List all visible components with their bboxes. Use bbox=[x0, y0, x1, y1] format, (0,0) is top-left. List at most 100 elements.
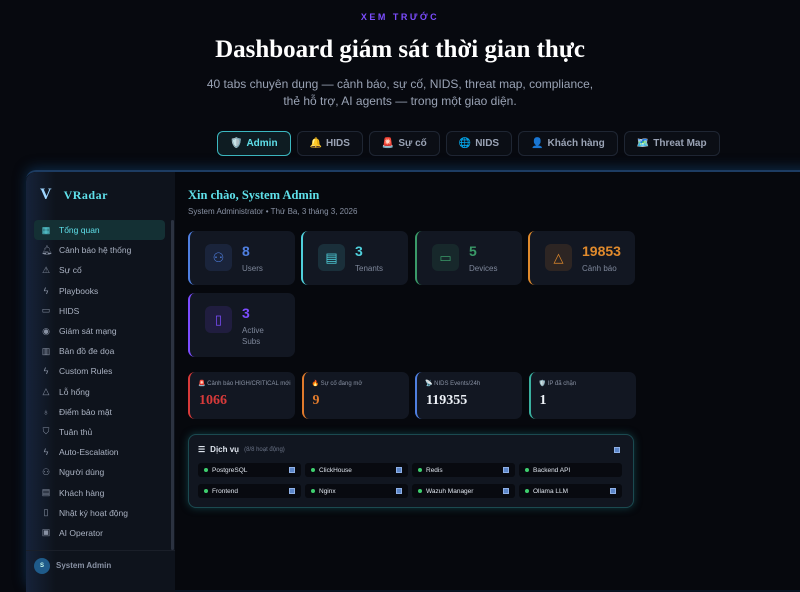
restart-icon[interactable] bbox=[396, 467, 402, 473]
sidebar-item[interactable]: ▯ Nhật ký hoạt động bbox=[34, 503, 165, 523]
sidebar-item-label: Khách hàng bbox=[59, 487, 105, 498]
stat-card: ⚇ 8 Users bbox=[188, 231, 295, 285]
status-dot bbox=[204, 468, 208, 472]
service-name: Redis bbox=[426, 466, 443, 474]
tab-icon: 👤 bbox=[531, 138, 544, 149]
alert-card: 🔥 Sự cố đang mở 9 bbox=[301, 372, 409, 419]
sidebar-item[interactable]: ♁ Điểm bảo mật bbox=[34, 402, 165, 422]
service-item[interactable]: Frontend bbox=[198, 484, 301, 498]
sidebar-item[interactable]: ▣ AI Operator bbox=[34, 523, 165, 543]
building-icon: ▤ bbox=[318, 244, 345, 271]
tab-threat-map[interactable]: 🗺️ Threat Map bbox=[623, 131, 720, 156]
sidebar-item-label: Bản đồ đe dọa bbox=[59, 346, 115, 357]
sidebar-item[interactable]: ⚇ Người dùng bbox=[34, 462, 165, 482]
service-item[interactable]: Backend API bbox=[519, 463, 622, 477]
service-item[interactable]: PostgreSQL bbox=[198, 463, 301, 477]
service-name: Wazuh Manager bbox=[426, 487, 474, 495]
scroll-icon: ▯ bbox=[205, 306, 232, 333]
refresh-icon[interactable] bbox=[614, 447, 620, 453]
alert-card: 🚨 Cảnh báo HIGH/CRITICAL mới 1066 bbox=[188, 372, 295, 419]
stat-value: 8 bbox=[242, 243, 250, 259]
users-icon: ⚇ bbox=[205, 244, 232, 271]
stat-card: ▯ 3 Active Subs bbox=[188, 293, 295, 357]
user-name: System Admin bbox=[56, 561, 112, 570]
status-dot bbox=[525, 468, 529, 472]
alert-card: 📡 NIDS Events/24h 119355 bbox=[415, 372, 522, 419]
preview-tabs: 🛡️ Admin 🔔 HIDS 🚨 Sự cố 🌐 NIDS 👤 Khách hàng 🗺️ Thre… bbox=[217, 131, 720, 156]
sidebar-item[interactable]: ▦ Tổng quan bbox=[34, 220, 165, 241]
restart-icon[interactable] bbox=[610, 488, 616, 494]
status-dot bbox=[418, 489, 422, 493]
tab-sự-cố[interactable]: 🚨 Sự cố bbox=[368, 131, 440, 156]
service-item[interactable]: Wazuh Manager bbox=[412, 484, 515, 498]
service-item[interactable]: Redis bbox=[412, 463, 515, 477]
greeting: Xin chào, System Admin bbox=[188, 188, 320, 202]
alert-label: 🛡️ IP đã chặn bbox=[539, 380, 577, 387]
status-dot bbox=[525, 489, 529, 493]
service-name: Frontend bbox=[212, 487, 239, 495]
stat-card: ▭ 5 Devices bbox=[415, 231, 522, 285]
sidebar-item[interactable]: ϟ Custom Rules bbox=[34, 361, 165, 381]
avatar: S bbox=[34, 557, 50, 574]
tab-icon: 🗺️ bbox=[636, 138, 650, 149]
status-dot bbox=[311, 468, 315, 472]
bell-icon: △ bbox=[545, 244, 572, 271]
sidebar-item-label: HIDS bbox=[59, 305, 80, 316]
stat-value: 19853 bbox=[582, 243, 621, 259]
restart-icon[interactable] bbox=[289, 488, 295, 494]
sidebar-item[interactable]: ▥ Bản đồ đe dọa bbox=[34, 341, 165, 361]
services-title: Dịch vụ bbox=[210, 445, 240, 454]
stat-label: Tenants bbox=[355, 264, 384, 273]
server-icon: ☰ bbox=[198, 445, 206, 454]
tab-khách-hàng[interactable]: 👤 Khách hàng bbox=[518, 131, 618, 156]
zap-icon: ϟ bbox=[43, 285, 49, 296]
stat-card: △ 19853 Cảnh báo bbox=[528, 231, 635, 285]
sidebar-item[interactable]: ▭ HIDS bbox=[34, 301, 165, 321]
sidebar-scrollbar[interactable] bbox=[171, 220, 174, 550]
tab-icon: 🛡️ bbox=[230, 138, 243, 149]
alert-icon: 📡 bbox=[425, 381, 433, 387]
stat-value: 5 bbox=[469, 243, 477, 259]
stat-label: Active Subs bbox=[242, 326, 264, 346]
alert-value: 9 bbox=[312, 393, 320, 408]
alert-label: 🚨 Cảnh báo HIGH/CRITICAL mới bbox=[198, 380, 291, 387]
sidebar-item[interactable]: △ Lỗ hổng bbox=[34, 382, 165, 402]
service-name: PostgreSQL bbox=[212, 466, 248, 474]
alert-card: 🛡️ IP đã chặn 1 bbox=[528, 372, 636, 419]
service-name: Ollama LLM bbox=[533, 487, 569, 495]
status-dot bbox=[204, 489, 208, 493]
sidebar-item-label: Tổng quan bbox=[59, 225, 100, 236]
sidebar-item[interactable]: 🔔︎ Cảnh báo hệ thống bbox=[34, 240, 165, 260]
sidebar-item[interactable]: ϟ Playbooks bbox=[34, 281, 165, 301]
alert-icon: 🚨 bbox=[198, 381, 206, 387]
sidebar-item[interactable]: ▤ Khách hàng bbox=[34, 482, 165, 502]
sidebar-nav: ▦ Tổng quan 🔔︎ Cảnh báo hệ thống ⚠ Sự cố ϟ Play… bbox=[34, 220, 165, 543]
restart-icon[interactable] bbox=[503, 488, 509, 494]
app-name: VRadar bbox=[63, 187, 108, 202]
alert-label-text: Sự cố đang mở bbox=[320, 381, 363, 387]
stat-label: Cảnh báo bbox=[582, 264, 617, 273]
restart-icon[interactable] bbox=[503, 467, 509, 473]
sidebar-item[interactable]: ⚠ Sự cố bbox=[34, 260, 165, 280]
restart-icon[interactable] bbox=[396, 488, 402, 494]
sidebar-item[interactable]: ⛉ Tuân thủ bbox=[34, 422, 165, 442]
shield-icon: ⛉ bbox=[42, 426, 50, 437]
tab-nids[interactable]: 🌐 NIDS bbox=[445, 131, 513, 156]
service-item[interactable]: Ollama LLM bbox=[519, 484, 622, 498]
sidebar-item-label: AI Operator bbox=[59, 527, 103, 538]
tab-admin[interactable]: 🛡️ Admin bbox=[217, 131, 291, 156]
user-profile[interactable]: S System Admin bbox=[26, 550, 175, 580]
sidebar-item[interactable]: ◉ Giám sát mạng bbox=[34, 321, 165, 341]
restart-icon[interactable] bbox=[289, 467, 295, 473]
service-name: Backend API bbox=[533, 466, 571, 474]
alert-label: 🔥 Sự cố đang mở bbox=[312, 380, 363, 387]
laptop-icon: ▭ bbox=[432, 244, 459, 271]
service-item[interactable]: ClickHouse bbox=[305, 463, 408, 477]
sidebar-item[interactable]: ϟ Auto-Escalation bbox=[34, 442, 165, 462]
user-meta: System Administrator • Thứ Ba, 3 tháng 3… bbox=[188, 207, 358, 216]
tab-label: Threat Map bbox=[653, 138, 707, 149]
service-item[interactable]: Nginx bbox=[305, 484, 408, 498]
tab-hids[interactable]: 🔔 HIDS bbox=[296, 131, 363, 156]
alert-icon: 🛡️ bbox=[538, 381, 546, 387]
sidebar-item-label: Auto-Escalation bbox=[59, 447, 119, 458]
